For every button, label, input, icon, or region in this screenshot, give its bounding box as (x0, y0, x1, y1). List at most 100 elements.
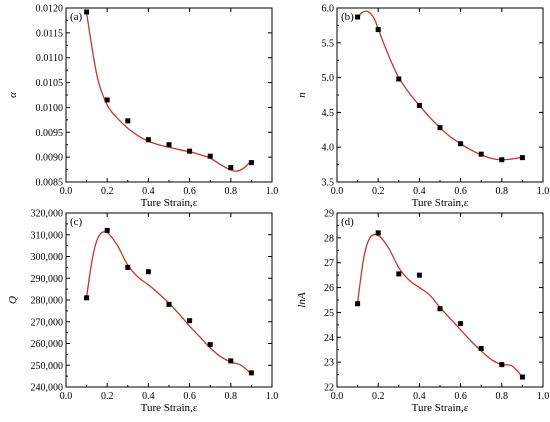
x-axis-label: Ture Strain,ε (141, 197, 198, 209)
x-tick-label: 0.8 (225, 391, 238, 402)
y-tick-label: 25 (324, 308, 334, 319)
y-tick-label: 0.0105 (36, 78, 64, 89)
x-tick-label: 0.2 (101, 391, 114, 402)
y-tick-label: 0.0085 (36, 178, 64, 189)
data-point (145, 137, 151, 143)
panel-label: (c) (70, 216, 83, 228)
data-point (478, 151, 484, 157)
plot-frame (336, 212, 544, 388)
y-tick-label: 290,000 (31, 274, 64, 285)
y-tick-label: 6.0 (322, 4, 335, 15)
y-tick-label: 0.0095 (36, 128, 64, 139)
y-tick-label: 27 (324, 258, 334, 269)
x-tick-label: 0.8 (496, 186, 509, 197)
data-point (519, 155, 525, 161)
y-tick-label: 0.0120 (36, 4, 64, 15)
y-tick-label: 0.0100 (36, 103, 64, 114)
x-tick-label: 1.0 (537, 186, 550, 197)
y-tick-label: 280,000 (31, 296, 64, 307)
y-axis-label: α (7, 92, 19, 98)
plot-frame (65, 7, 273, 183)
y-tick-label: 3.5 (322, 178, 335, 189)
data-point (207, 342, 213, 348)
y-tick-label: 300,000 (31, 252, 64, 263)
data-point (375, 27, 381, 33)
x-tick-label: 1.0 (266, 186, 279, 197)
x-tick-label: 1.0 (266, 391, 279, 402)
chart-panel-4: 0.0 0.2 0.4 0.6 0.8 1.0 22 23 24 25 26 27 28 29 (d) Tur… (296, 209, 549, 415)
x-tick-label: 0.0 (331, 186, 344, 197)
panel-label: (a) (70, 11, 83, 23)
data-point (355, 14, 361, 20)
y-tick-label: 320,000 (31, 209, 64, 220)
plot-frame (336, 7, 544, 183)
y-tick-label: 0.0110 (36, 53, 63, 64)
y-tick-label: 250,000 (31, 361, 64, 372)
x-tick-label: 0.8 (225, 186, 238, 197)
y-tick-label: 28 (324, 233, 334, 244)
y-tick-label: 5.0 (322, 73, 335, 84)
data-point (458, 321, 464, 327)
data-point (248, 370, 254, 376)
data-point (355, 301, 361, 307)
y-tick-label: 270,000 (31, 317, 64, 328)
data-point (228, 165, 234, 171)
y-axis-label: n (296, 92, 308, 98)
data-point (478, 345, 484, 351)
x-tick-label: 0.4 (142, 186, 155, 197)
x-tick-label: 0.6 (454, 391, 467, 402)
data-point (187, 318, 193, 324)
y-tick-label: 260,000 (31, 339, 64, 350)
chart-panel-1: 0.0 0.2 0.4 0.6 0.8 1.0 0.0085 0.0090 0.0095 0.01… (7, 4, 278, 210)
data-point (416, 102, 422, 108)
data-point (499, 362, 505, 368)
panel-label: (b) (341, 11, 354, 23)
x-tick-label: 0.6 (454, 186, 467, 197)
y-tick-label: 0.0090 (36, 153, 64, 164)
x-axis-label: Ture Strain,ε (141, 402, 198, 414)
data-point (416, 272, 422, 278)
x-tick-label: 0.4 (413, 391, 426, 402)
chart-panel-2: 0.0 0.2 0.4 0.6 0.8 1.0 3.5 4.0 4.5 5.0 5.5 6.0 (b) T… (296, 4, 549, 210)
data-point (248, 160, 254, 166)
data-point (499, 157, 505, 163)
data-point (145, 269, 151, 275)
x-tick-label: 0.8 (496, 391, 509, 402)
panel-label: (d) (341, 216, 354, 228)
y-tick-label: 0.0115 (36, 28, 63, 39)
y-tick-label: 23 (324, 358, 334, 369)
data-point (84, 9, 90, 15)
data-point (458, 141, 464, 147)
y-tick-label: 26 (324, 283, 334, 294)
x-tick-label: 0.6 (183, 391, 196, 402)
data-point (104, 97, 110, 103)
y-tick-label: 24 (324, 333, 334, 344)
y-tick-label: 29 (324, 209, 334, 220)
data-point (125, 118, 131, 124)
data-point (396, 271, 402, 277)
y-tick-label: 240,000 (31, 383, 64, 394)
fit-curve (357, 10, 523, 161)
x-tick-label: 0.2 (101, 186, 114, 197)
data-point (104, 227, 110, 233)
data-point (187, 148, 193, 154)
fit-curve (85, 12, 252, 172)
y-tick-label: 4.0 (322, 143, 335, 154)
x-tick-label: 0.0 (60, 186, 73, 197)
data-point (84, 295, 90, 301)
data-point (207, 153, 213, 159)
x-tick-label: 0.0 (331, 391, 344, 402)
data-point (228, 358, 234, 364)
x-axis-label: Ture Strain,ε (412, 402, 469, 414)
y-axis-label: Q (7, 296, 19, 304)
data-point (437, 306, 443, 312)
x-tick-label: 0.2 (372, 186, 385, 197)
data-point (519, 374, 525, 380)
data-point (396, 76, 402, 82)
x-axis-label: Ture Strain,ε (412, 197, 469, 209)
x-tick-label: 0.4 (413, 186, 426, 197)
y-tick-label: 5.5 (322, 38, 335, 49)
x-tick-label: 0.0 (60, 391, 73, 402)
y-tick-label: 310,000 (31, 230, 64, 241)
